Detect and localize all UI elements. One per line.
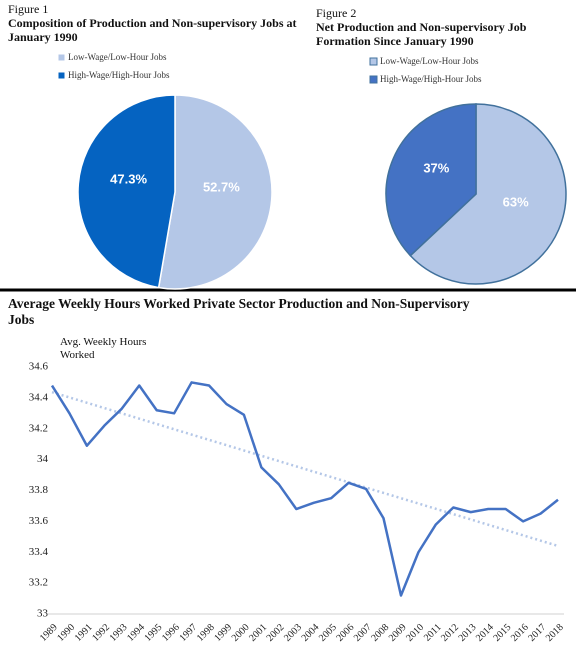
x-tick-label: 1990 xyxy=(55,622,77,644)
y-tick-label: 33.6 xyxy=(29,515,49,527)
x-tick-label: 2005 xyxy=(317,622,339,644)
x-tick-label: 2001 xyxy=(247,622,269,644)
x-tick-label: 1989 xyxy=(38,622,60,644)
chart-title: Average Weekly Hours Worked Private Sect… xyxy=(8,296,470,327)
x-tick-label: 1998 xyxy=(195,622,217,644)
pie-slice xyxy=(77,94,176,289)
legend-label: High-Wage/High-Hour Jobs xyxy=(380,74,482,84)
pie-slice xyxy=(409,103,567,285)
legend-swatch xyxy=(57,71,66,80)
pie-slice xyxy=(385,103,477,257)
trend-line xyxy=(51,390,559,548)
y-tick-label: 34.4 xyxy=(29,391,49,403)
legend-label: High-Wage/High-Hour Jobs xyxy=(68,70,170,80)
x-tick-label: 1992 xyxy=(90,622,112,644)
x-tick-label: 2002 xyxy=(265,622,287,644)
legend-swatch xyxy=(57,53,66,62)
data-label: 37% xyxy=(423,160,449,175)
y-tick-label: 34.6 xyxy=(29,361,49,373)
y-tick-label: 34.2 xyxy=(29,422,48,434)
legend-swatch xyxy=(369,57,378,66)
x-tick-label: 2010 xyxy=(404,622,426,644)
x-tick-label: 2007 xyxy=(352,622,374,644)
pie-slice xyxy=(157,94,273,290)
legend-label: Low-Wage/Low-Hour Jobs xyxy=(68,52,167,62)
data-label: 63% xyxy=(503,195,529,210)
legend-label: Low-Wage/Low-Hour Jobs xyxy=(380,56,479,66)
figure-label: Figure 2 xyxy=(316,6,357,20)
x-tick-label: 2018 xyxy=(544,622,566,644)
legend-swatch xyxy=(369,75,378,84)
data-label: 52.7% xyxy=(203,179,240,194)
x-tick-label: 2016 xyxy=(509,622,531,644)
y-tick-label: 33 xyxy=(37,608,49,620)
chart-title: Composition of Production and Non-superv… xyxy=(8,16,297,44)
x-tick-label: 2006 xyxy=(334,622,356,644)
x-tick-label: 1994 xyxy=(125,622,147,644)
x-tick-label: 1993 xyxy=(108,622,130,644)
x-tick-label: 2003 xyxy=(282,622,304,644)
data-label: 47.3% xyxy=(110,171,147,186)
x-tick-label: 2004 xyxy=(300,622,322,644)
x-tick-label: 1997 xyxy=(177,622,199,644)
x-tick-label: 1999 xyxy=(212,622,234,644)
x-tick-label: 1995 xyxy=(143,622,165,644)
x-tick-label: 2012 xyxy=(439,622,461,644)
figure-label: Figure 1 xyxy=(8,2,49,16)
data-line xyxy=(50,381,559,597)
x-tick-label: 2009 xyxy=(387,622,409,644)
x-tick-label: 2014 xyxy=(474,622,496,644)
x-tick-label: 2013 xyxy=(457,622,479,644)
chart-title: Net Production and Non-supervisory Job F… xyxy=(316,20,527,48)
y-axis-label: Avg. Weekly Hours Worked xyxy=(60,336,147,361)
x-tick-label: 2008 xyxy=(369,622,391,644)
x-tick-label: 1991 xyxy=(73,622,95,644)
y-tick-label: 33.2 xyxy=(29,577,48,589)
x-tick-label: 1996 xyxy=(160,622,182,644)
x-tick-label: 2011 xyxy=(422,622,444,644)
y-tick-label: 33.8 xyxy=(29,484,49,496)
x-tick-label: 2000 xyxy=(230,622,252,644)
x-tick-label: 2017 xyxy=(526,622,548,644)
x-tick-label: 2015 xyxy=(491,622,513,644)
y-tick-label: 34 xyxy=(37,453,49,465)
y-tick-label: 33.4 xyxy=(29,546,49,558)
